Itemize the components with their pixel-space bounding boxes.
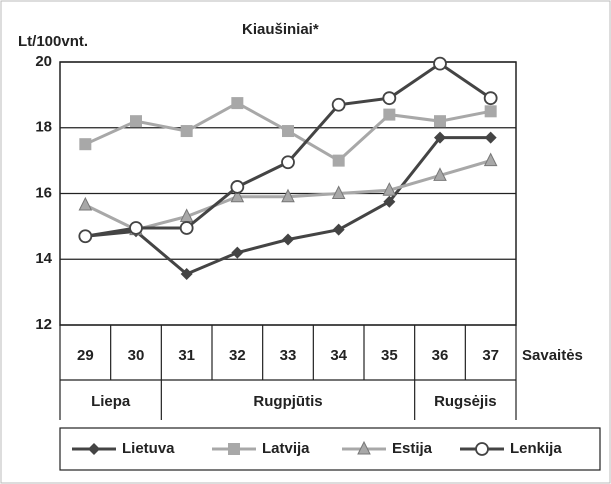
chart-title: Kiaušiniai* — [242, 21, 319, 38]
x-tick-label: 33 — [280, 347, 297, 364]
data-point — [281, 155, 295, 170]
data-point — [79, 138, 92, 151]
y-tick-label: 16 — [35, 184, 52, 201]
plot-frame — [59, 61, 517, 326]
data-point — [382, 91, 397, 106]
y-tick-label: 18 — [35, 119, 52, 136]
data-point — [331, 97, 346, 112]
x-tick-label: 37 — [482, 347, 499, 364]
x-tick-label: 30 — [128, 347, 145, 364]
data-point — [484, 105, 497, 118]
data-point — [382, 182, 397, 196]
data-point — [383, 195, 396, 208]
legend-label: Lenkija — [510, 440, 562, 457]
x-tick-label: 32 — [229, 347, 246, 364]
data-point — [129, 221, 143, 235]
data-point — [331, 185, 346, 199]
data-point — [179, 221, 194, 235]
data-point — [180, 268, 193, 281]
legend-box — [59, 427, 601, 471]
group-label: Liepa — [91, 393, 131, 410]
data-point — [282, 125, 294, 138]
data-point — [483, 91, 498, 106]
x-axis-label: Savaitės — [522, 347, 583, 364]
data-point — [231, 97, 244, 110]
x-tick-label: 36 — [432, 347, 449, 364]
legend-marker — [357, 440, 371, 455]
data-point — [78, 196, 93, 211]
group-label: Rugpjūtis — [253, 393, 322, 410]
data-point — [282, 233, 294, 246]
legend-marker — [88, 443, 100, 455]
data-point — [484, 131, 497, 144]
y-tick-label: 12 — [35, 316, 52, 333]
legend-label: Latvija — [262, 440, 310, 457]
y-tick-label: 14 — [35, 250, 52, 267]
x-tick-label: 29 — [77, 347, 94, 364]
data-point — [130, 115, 142, 128]
y-tick-label: 20 — [35, 53, 52, 70]
data-point — [483, 152, 498, 167]
legend-label: Estija — [392, 440, 433, 457]
legend-marker — [475, 442, 489, 456]
data-point — [433, 167, 447, 181]
x-tick-label: 35 — [381, 347, 398, 364]
data-point — [332, 223, 345, 236]
data-point — [230, 180, 245, 194]
data-point — [180, 125, 193, 138]
y-axis-label: Lt/100vnt. — [18, 33, 88, 50]
data-point — [434, 115, 446, 128]
data-point — [433, 56, 447, 71]
data-point — [78, 229, 93, 244]
legend-label: Lietuva — [122, 440, 175, 457]
data-point — [383, 108, 396, 121]
data-point — [281, 188, 295, 203]
x-tick-label: 31 — [178, 347, 195, 364]
data-point — [231, 246, 244, 259]
group-label: Rugsėjis — [434, 393, 497, 410]
legend-marker — [228, 443, 240, 455]
x-tick-label: 34 — [330, 347, 347, 364]
data-point — [332, 154, 345, 167]
data-point — [230, 188, 245, 203]
data-point — [434, 131, 446, 144]
